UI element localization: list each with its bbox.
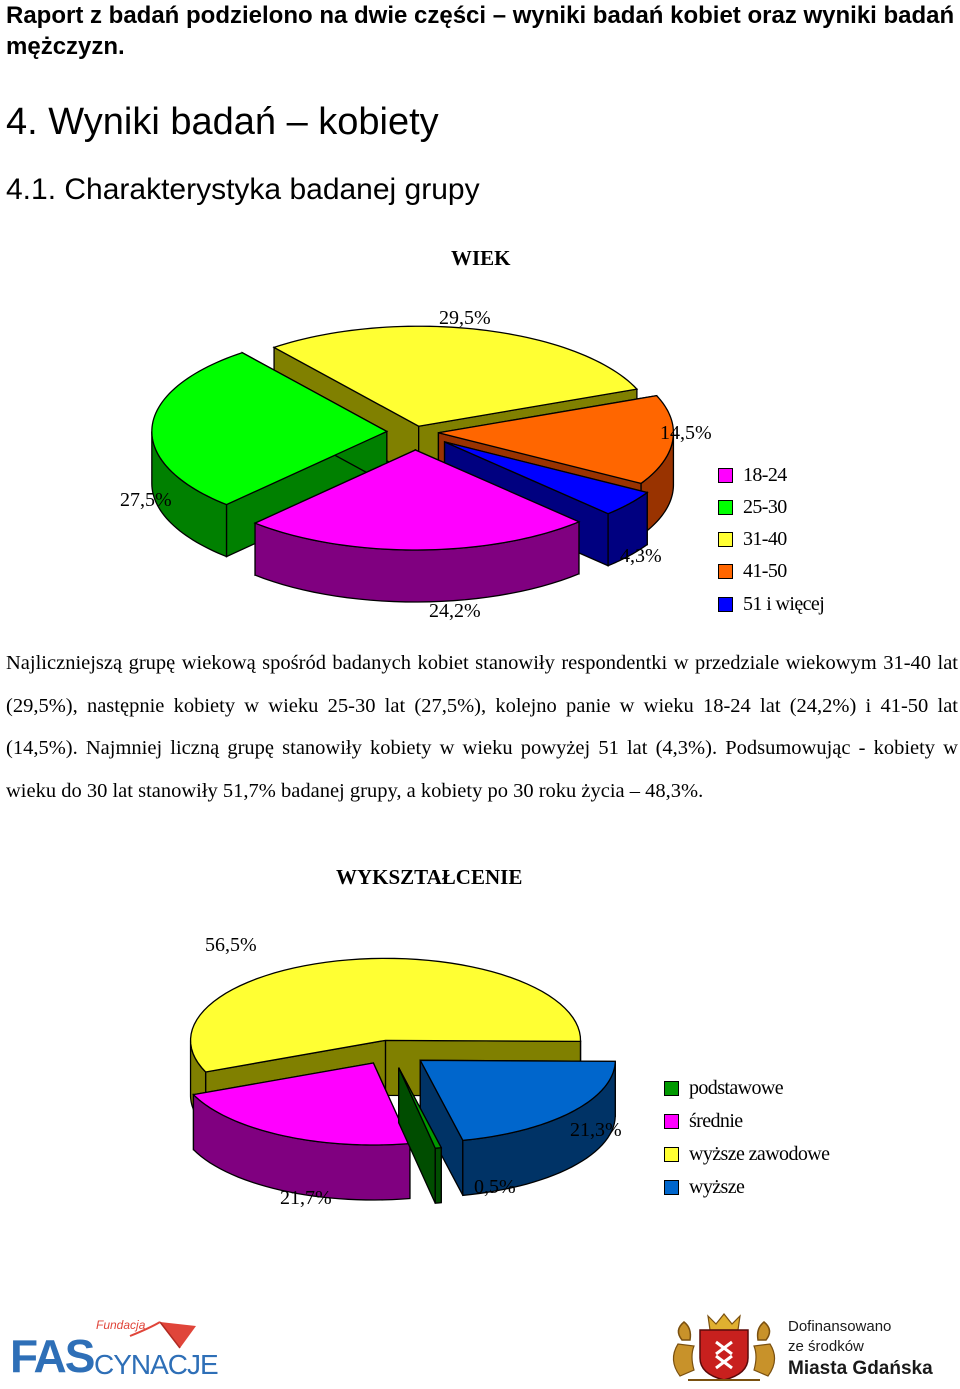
- fascynacje-kite-icon: [129, 1321, 196, 1349]
- chart-age-label-25-30: 27,5%: [120, 489, 172, 511]
- legend-swatch: [664, 1081, 679, 1096]
- legend-swatch: [664, 1180, 679, 1195]
- legend-swatch: [718, 532, 733, 547]
- legend-edu-secondary: średnie: [664, 1110, 743, 1133]
- legend-swatch: [664, 1147, 679, 1162]
- legend-label: 25-30: [743, 496, 787, 518]
- legend-edu-primary: podstawowe: [664, 1077, 784, 1100]
- edu-slice-1: [192, 1062, 411, 1201]
- age-slice-0: [253, 448, 581, 603]
- chart-age-label-41-50: 14,5%: [660, 422, 712, 444]
- chart-age-label-31-40: 29,5%: [439, 307, 491, 329]
- edu-slice-3: [419, 1059, 616, 1197]
- legend-age-51-plus: 51 i więcej: [718, 593, 825, 616]
- legend-label: 31-40: [743, 528, 787, 550]
- legend-age-31-40: 31-40: [718, 528, 787, 551]
- legend-swatch: [718, 597, 733, 612]
- legend-edu-higher: wyższe: [664, 1176, 745, 1199]
- chart-edu-label-higher: 21,3%: [570, 1119, 622, 1141]
- gdansk-coat-of-arms-icon: [672, 1313, 776, 1381]
- legend-label: 41-50: [743, 560, 787, 582]
- logo-left-main: FAS: [10, 1330, 95, 1382]
- legend-swatch: [664, 1114, 679, 1129]
- chart-education-title: WYKSZTAŁCENIE: [336, 865, 523, 889]
- legend-age-41-50: 41-50: [718, 560, 787, 583]
- chart-age-title: WIEK: [451, 246, 511, 270]
- legend-swatch: [718, 468, 733, 483]
- legend-label: podstawowe: [689, 1077, 784, 1099]
- chart-edu-label-primary: 0,5%: [474, 1176, 516, 1198]
- legend-age-18-24: 18-24: [718, 464, 787, 487]
- section-title: 4. Wyniki badań – kobiety: [6, 101, 439, 143]
- chart-age-label-51-plus: 4,3%: [620, 545, 662, 567]
- legend-label: wyższe: [689, 1176, 745, 1198]
- legend-label: 18-24: [743, 464, 787, 486]
- legend-edu-higher-vocational: wyższe zawodowe: [664, 1143, 830, 1166]
- legend-label: średnie: [689, 1110, 743, 1132]
- legend-age-25-30: 25-30: [718, 496, 787, 519]
- edu-slice-0: [398, 1067, 443, 1204]
- gdansk-logo: Dofinansowano ze środków Miasta Gdańska: [664, 1310, 954, 1386]
- subsection-title: 4.1. Charakterystyka badanej grupy: [6, 173, 480, 206]
- chart-edu-label-higher-vocational: 56,5%: [205, 934, 257, 956]
- logo-right-line1: Dofinansowano: [788, 1318, 892, 1335]
- age-summary-paragraph: Najliczniejszą grupę wiekową spośród bad…: [6, 652, 958, 802]
- legend-swatch: [718, 564, 733, 579]
- report-intro-text: Raport z badań podzielono na dwie części…: [6, 2, 955, 60]
- logo-right-line3: Miasta Gdańska: [788, 1358, 933, 1379]
- age-slice-1: [151, 351, 389, 558]
- chart-edu-label-secondary: 21,7%: [280, 1187, 332, 1209]
- logo-right-line2: ze środków: [788, 1338, 864, 1355]
- chart-age-label-18-24: 24,2%: [429, 600, 481, 622]
- logo-left-line1: Fundacja: [96, 1318, 146, 1332]
- fascynacje-logo: Fundacja FAS CYNACJE: [10, 1318, 219, 1384]
- chart-age-pie: [151, 325, 675, 603]
- logo-left-main2: CYNACJE: [94, 1349, 219, 1380]
- legend-swatch: [718, 500, 733, 515]
- legend-label: wyższe zawodowe: [689, 1143, 830, 1165]
- legend-label: 51 i więcej: [743, 593, 825, 615]
